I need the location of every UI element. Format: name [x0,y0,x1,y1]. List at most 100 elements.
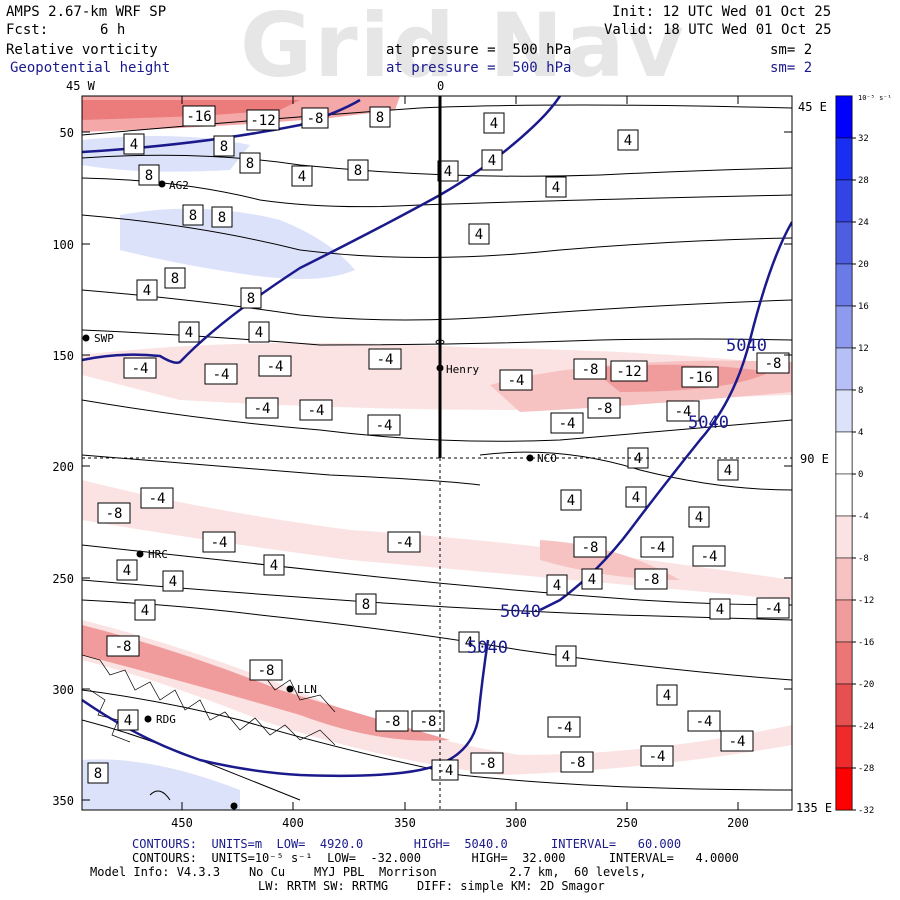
svg-text:4: 4 [123,563,131,579]
station-nco: NCO [537,452,557,465]
neg-vorticity-region [82,625,450,741]
colorbar-cell [835,431,853,475]
colorbar-label: 20 [858,260,869,270]
svg-text:8: 8 [94,766,102,782]
height-label: 5040 [500,602,541,622]
svg-text:-4: -4 [308,403,325,419]
colorbar-cell [835,473,853,517]
svg-text:8: 8 [376,110,384,126]
colorbar-cell [835,515,853,559]
svg-text:4: 4 [624,133,632,149]
svg-text:8: 8 [220,139,228,155]
colorbar-label: 32 [858,134,869,144]
colorbar-cell [835,95,853,139]
colorbar-label: -8 [858,554,869,564]
svg-text:4: 4 [552,180,560,196]
svg-text:4: 4 [562,649,570,665]
colorbar-cell [835,305,853,349]
colorbar-label: 24 [858,218,869,228]
colorbar-cell [835,389,853,433]
colorbar-label: -16 [858,638,874,648]
svg-text:-4: -4 [729,734,746,750]
footer-model-info: Model Info: V4.3.3 No Cu MYJ PBL Morriso… [90,865,647,879]
svg-text:4: 4 [488,153,496,169]
svg-text:200: 200 [727,816,749,830]
field1-name: Relative vorticity [6,42,158,58]
svg-text:-4: -4 [675,404,692,420]
lon-90e: 90 E [800,452,829,466]
forecast-value: 6 h [100,22,126,38]
svg-text:150: 150 [52,349,74,363]
svg-text:-4: -4 [377,352,394,368]
svg-text:-8: -8 [384,714,401,730]
svg-text:4: 4 [465,635,473,651]
svg-text:-4: -4 [376,418,393,434]
svg-text:-4: -4 [211,535,228,551]
svg-text:-8: -8 [596,401,613,417]
svg-text:4: 4 [444,164,452,180]
x-axis-labels: 450 400 350 300 250 200 [171,816,749,830]
axis-ticks [82,96,792,810]
model-title: AMPS 2.67-km WRF SP [6,4,167,20]
svg-text:300: 300 [505,816,527,830]
footer-height-contours: CONTOURS: UNITS=m LOW= 4920.0 HIGH= 5040… [132,837,682,851]
station-ag2: AG2 [169,179,189,192]
svg-text:-4: -4 [267,359,284,375]
svg-text:4: 4 [255,325,263,341]
vorticity-labels: -16 -12 -8 8 44 8 48 44 8 484 8 84 84 8 4 4-4 -4… [87,105,790,784]
height-label: 5040 [467,638,508,658]
colorbar-cell [835,179,853,223]
svg-text:-4: -4 [559,416,576,432]
lon-0: 0 [437,79,444,93]
svg-text:-12: -12 [250,113,275,129]
svg-text:-8: -8 [643,572,660,588]
colorbar-cell [835,557,853,601]
svg-text:450: 450 [171,816,193,830]
svg-text:4: 4 [143,283,151,299]
svg-text:-8: -8 [258,663,275,679]
station-lln: LLN [297,683,317,696]
station-swp: SWP [94,332,114,345]
svg-text:4: 4 [298,169,306,185]
svg-text:-4: -4 [213,367,230,383]
svg-text:-4: -4 [149,491,166,507]
svg-text:4: 4 [634,451,642,467]
svg-text:-8: -8 [765,356,782,372]
svg-text:-8: -8 [420,714,437,730]
svg-text:8: 8 [218,210,226,226]
svg-text:-16: -16 [186,109,211,125]
colorbar: 10⁻⁵ s⁻¹ 32 28 24 20 16 12 8 4 0 -4 -8 -12 -16 -20 -24… [835,94,892,816]
svg-text:4: 4 [270,558,278,574]
svg-text:-8: -8 [307,111,324,127]
stations: AG2 SWP Henry NCO HRC LLN RDG [82,179,557,810]
field1-level: at pressure = 500 hPa [386,42,572,58]
svg-text:8: 8 [189,208,197,224]
field1-smoothing: sm= 2 [770,42,813,58]
svg-text:4: 4 [475,227,483,243]
colorbar-cell [835,641,853,685]
colorbar-cell [835,599,853,643]
station-hrc: HRC [148,548,168,561]
pos-vorticity-region [82,759,240,810]
colorbar-label: -20 [858,680,874,690]
svg-text:8: 8 [246,156,254,172]
svg-text:-4: -4 [508,373,525,389]
colorbar-cell [835,725,853,769]
svg-text:-4: -4 [437,763,454,779]
colorbar-label: 4 [858,428,863,438]
svg-text:8: 8 [354,163,362,179]
colorbar-label: 28 [858,176,869,186]
svg-text:350: 350 [394,816,416,830]
footer-physics: LW: RRTM SW: RRTMG DIFF: simple KM: 2D S… [258,879,605,893]
svg-text:4: 4 [695,510,703,526]
colorbar-cell [835,683,853,727]
colorbar-label: 0 [858,470,863,480]
lon-135e: 135 E [796,801,832,815]
colorbar-cell [835,137,853,181]
colorbar-unit: 10⁻⁵ s⁻¹ [858,94,892,102]
svg-text:-4: -4 [132,361,149,377]
svg-text:-4: -4 [396,535,413,551]
svg-text:4: 4 [724,463,732,479]
svg-text:4: 4 [185,325,193,341]
svg-text:4: 4 [553,578,561,594]
